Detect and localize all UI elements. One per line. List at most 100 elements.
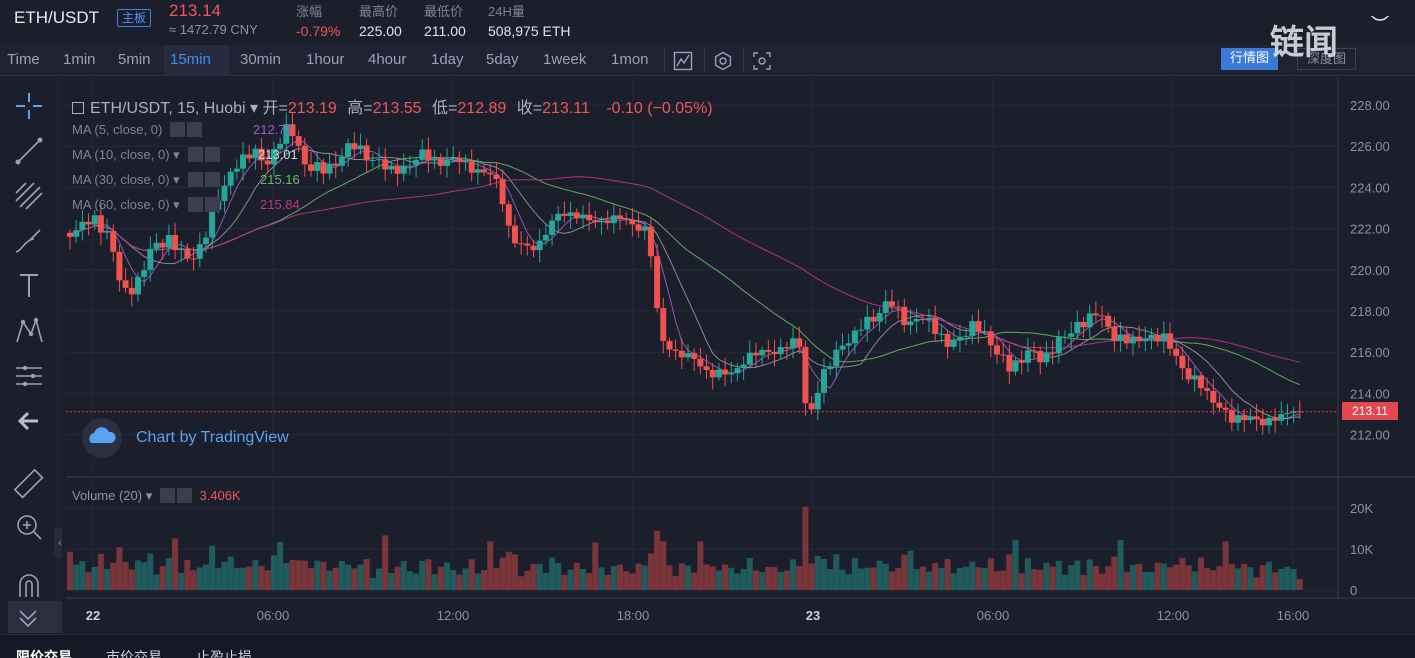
price-chart[interactable]: 228.00 226.00 224.00 222.00 220.00 218.00 216.… [62,77,1415,633]
volume-bar [833,554,840,590]
collapse-icon[interactable] [8,601,62,633]
candle-body [919,318,926,321]
candle-body [73,230,80,237]
tf-5day[interactable]: 5day [486,51,519,68]
pair-name: ETH/USDT [14,8,99,27]
volume-bar [153,574,160,590]
volume-bar [981,567,988,590]
candle-body [691,353,698,359]
screenshot-icon[interactable] [743,48,777,73]
volume-bar [1123,572,1130,590]
volume-bar [184,560,191,590]
candle-body [697,358,704,367]
ma10-value: 213.01 [258,147,298,162]
text-icon[interactable] [12,269,46,303]
volume-bar [159,566,166,590]
ma60-value: 215.84 [260,197,300,212]
price-tick-label: 214.00 [1350,386,1390,401]
volume-bar [258,565,265,590]
volume-bar [963,566,970,590]
volume-bar [450,570,457,590]
volume-bar [221,561,228,590]
volume-bar [481,570,488,590]
tf-15min[interactable]: 15min [164,45,230,75]
volume-bar [1179,557,1186,590]
chart-style-icon[interactable] [664,48,698,73]
volume-bar [765,566,772,590]
candle-body [579,214,586,219]
candle-body [246,154,253,159]
candle-body [598,220,605,223]
volume-bar [1080,574,1087,590]
ma60-legend[interactable]: MA (60, close, 0) ▾ [72,197,222,213]
ma-line [69,147,1300,420]
volume-bar [1068,565,1075,590]
magnet-icon[interactable] [12,569,46,603]
measure-icon[interactable] [12,359,46,393]
candle-body [79,221,86,231]
candle-body [1173,348,1180,356]
tab-market-order[interactable]: 市价交易 [106,649,162,658]
tf-5min[interactable]: 5min [118,51,151,68]
volume-legend[interactable]: Volume (20) ▾ 3.406K [72,488,241,503]
volume-bar [338,561,345,590]
tab-stop-order[interactable]: 止盈止损 [196,649,252,658]
tf-4hour[interactable]: 4hour [368,51,407,68]
volume-bar [1099,573,1106,590]
ma5-legend[interactable]: MA (5, close, 0) [72,122,204,137]
zoom-in-icon[interactable] [12,510,46,544]
volume-bar [518,576,525,590]
volume-bar [709,566,716,590]
collapse-legend-icon[interactable] [72,102,84,114]
candle-body [202,237,209,245]
candle-body [672,349,679,351]
ma10-legend[interactable]: MA (10, close, 0) ▾ [72,147,222,163]
volume-bar [425,559,432,590]
depth-chart-tab[interactable]: 深度图 [1297,48,1357,70]
tf-1day[interactable]: 1day [431,51,464,68]
candle-body [1210,390,1217,403]
tf-30min[interactable]: 30min [240,51,281,68]
market-chart-tab[interactable]: 行情图 [1221,48,1279,70]
tab-limit-order[interactable]: 限价交易 [16,649,72,658]
arrow-back-icon[interactable] [12,404,46,438]
volume-bar [1265,561,1272,590]
volume-bar [326,570,333,590]
candle-body [85,221,92,225]
volume-bar [864,567,871,590]
tf-1min[interactable]: 1min [63,51,96,68]
fib-tools-icon[interactable] [12,179,46,213]
tf-1mon[interactable]: 1mon [611,51,649,68]
trend-line-icon[interactable] [12,134,46,168]
tf-1week[interactable]: 1week [543,51,587,68]
crosshair-icon[interactable] [12,89,46,123]
volume-bar [926,571,933,590]
volume-bar [617,564,624,590]
ma-line [69,156,1300,386]
ruler-icon[interactable] [12,467,46,501]
candle-body [462,161,469,163]
brush-icon[interactable] [12,224,46,258]
volume-bar [1278,568,1285,590]
tf-time[interactable]: Time [7,51,40,68]
ma30-legend[interactable]: MA (30, close, 0) ▾ [72,172,222,188]
candle-body [1204,388,1211,391]
candle-body [122,280,129,288]
volume-bar [419,560,426,590]
volume-bar [1296,579,1303,590]
candle-body [864,316,871,330]
volume-bar [969,561,976,590]
candle-body [950,340,957,347]
volume-bar [345,564,352,590]
candle-body [1099,315,1106,317]
candle-body [116,251,123,281]
candle-body [1117,334,1124,341]
price-cny: ≈ 1472.79 CNY [169,22,258,37]
pattern-icon[interactable] [12,314,46,348]
volume-bar [1272,572,1279,590]
candle-body [450,157,457,160]
tf-1hour[interactable]: 1hour [306,51,345,68]
price-tick-label: 216.00 [1350,345,1390,360]
candle-body [765,349,772,352]
settings-icon[interactable] [704,48,738,73]
